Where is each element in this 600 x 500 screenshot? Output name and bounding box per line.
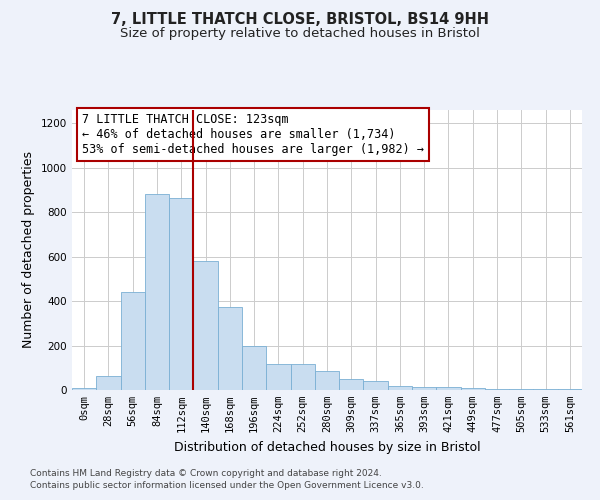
Text: 7, LITTLE THATCH CLOSE, BRISTOL, BS14 9HH: 7, LITTLE THATCH CLOSE, BRISTOL, BS14 9H… bbox=[111, 12, 489, 28]
Bar bbox=[266, 364, 290, 390]
Bar bbox=[72, 388, 96, 390]
Bar bbox=[388, 386, 412, 390]
Bar bbox=[558, 389, 582, 390]
Bar bbox=[193, 261, 218, 390]
Bar bbox=[290, 364, 315, 390]
Bar bbox=[218, 306, 242, 390]
Bar bbox=[96, 376, 121, 390]
Bar bbox=[169, 198, 193, 390]
Bar bbox=[509, 389, 533, 390]
Bar bbox=[412, 386, 436, 390]
Text: Contains HM Land Registry data © Crown copyright and database right 2024.: Contains HM Land Registry data © Crown c… bbox=[30, 468, 382, 477]
Bar bbox=[339, 379, 364, 390]
Text: Size of property relative to detached houses in Bristol: Size of property relative to detached ho… bbox=[120, 28, 480, 40]
Bar bbox=[436, 386, 461, 390]
Bar bbox=[485, 389, 509, 390]
Bar bbox=[364, 381, 388, 390]
Bar bbox=[533, 389, 558, 390]
X-axis label: Distribution of detached houses by size in Bristol: Distribution of detached houses by size … bbox=[173, 440, 481, 454]
Y-axis label: Number of detached properties: Number of detached properties bbox=[22, 152, 35, 348]
Bar bbox=[121, 292, 145, 390]
Text: 7 LITTLE THATCH CLOSE: 123sqm
← 46% of detached houses are smaller (1,734)
53% o: 7 LITTLE THATCH CLOSE: 123sqm ← 46% of d… bbox=[82, 113, 424, 156]
Bar bbox=[315, 371, 339, 390]
Text: Contains public sector information licensed under the Open Government Licence v3: Contains public sector information licen… bbox=[30, 481, 424, 490]
Bar bbox=[242, 346, 266, 390]
Bar bbox=[461, 388, 485, 390]
Bar bbox=[145, 194, 169, 390]
